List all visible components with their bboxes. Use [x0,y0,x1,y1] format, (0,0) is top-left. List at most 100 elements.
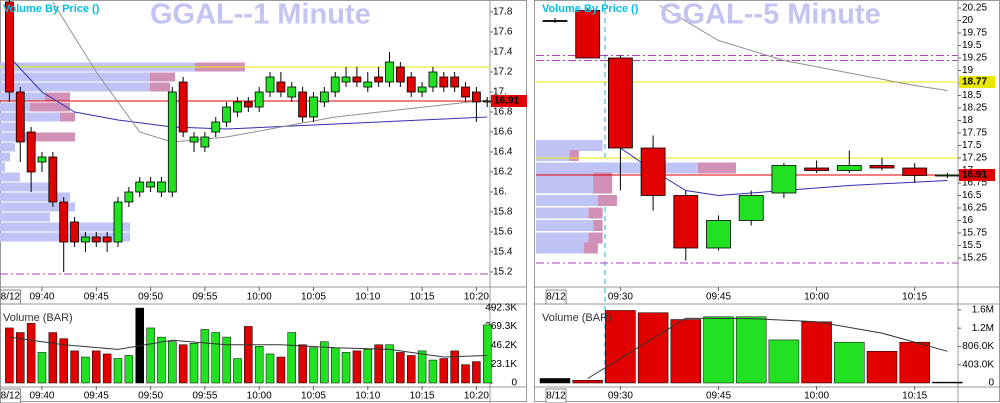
volume-bar [450,350,459,384]
candle-body [167,91,177,193]
volume-bar [26,323,36,384]
x-tick-label: 09:45 [706,391,731,402]
candle-body [869,165,895,169]
x-tick-label: 10:00 [804,292,829,303]
x-tick-label: 10:15 [410,292,435,303]
candle-body [439,76,449,88]
y-tick-label: 16.6 [493,127,513,138]
volume-by-price-buy [536,242,584,254]
candle-body [243,101,253,108]
date-box [0,388,21,403]
volume-by-price-buy [0,172,20,182]
indicator-line [659,5,948,91]
x-tick-label: 09:45 [706,292,731,303]
volume-bar [363,349,373,384]
x-tick-label: 09:50 [138,292,163,303]
y-tick-label: 17.25 [962,153,987,164]
candle-body [575,10,601,59]
candle-body [298,91,308,118]
volume-by-price-buy [536,182,594,194]
volume-bar [352,350,362,384]
volume-bar [16,332,25,384]
volume-title: Volume (BAR) [3,312,73,324]
candle-body [265,76,275,93]
volume-by-price-buy [536,162,698,174]
date-label: 8/12 [546,391,566,402]
volume-by-price-buy [0,122,25,132]
volume-bar [254,346,264,384]
x-tick-label: 10:00 [247,292,272,303]
volume-by-price-buy [0,162,5,172]
volume-bar [233,358,242,384]
y-tick-label: 16.75 [962,178,987,189]
candle-body [406,76,416,93]
volume-bar [178,344,188,384]
candle-body [200,136,210,148]
volume-bar [37,352,47,384]
chart-title: GGAL--5 Minute [660,0,881,31]
candle-body [276,81,286,93]
date-box [545,289,567,305]
y-tick-label: 16.5 [962,190,982,201]
volume-bar [81,356,90,384]
volume-bar [265,353,275,384]
volume-bar [670,319,702,384]
volume-bar [222,336,231,384]
volume-by-price-sell [45,92,70,102]
y-tick-label: 19 [962,65,974,76]
x-tick-label: 09:40 [29,391,54,402]
y-tick-label: 0 [988,378,994,389]
volume-by-price-sell [583,242,598,254]
x-tick-label: 10:15 [902,391,927,402]
volume-bar [102,353,112,384]
y-tick-label: 1.2M [972,323,994,334]
volume-bar [244,326,253,384]
candle-body [542,20,568,22]
y-tick-label: 16.4 [493,147,513,158]
candle-body [189,136,199,143]
candle-body [836,165,862,171]
candle-body [935,174,960,177]
volume-bar [932,381,963,384]
price-level-label: 18.77 [962,77,987,88]
indicator-line [587,317,948,379]
volume-by-price-buy [536,150,570,161]
price-level-box [959,76,995,88]
candle-body [146,181,155,188]
candle-body [352,76,362,83]
volume-bar [320,341,329,384]
y-tick-label: 17.6 [493,27,513,38]
candle-body [178,81,188,133]
y-tick-label: 403.0K [962,359,994,370]
date-box [545,388,567,403]
x-tick-label: 10:15 [410,391,435,402]
volume-bar [146,327,155,384]
volume-by-price-buy [536,172,594,184]
y-tick-label: 15.25 [962,253,987,264]
candle-body [309,96,318,118]
y-tick-label: 15.75 [962,228,987,239]
x-tick-label: 10:20 [464,292,489,303]
volume-by-price-sell [30,102,70,112]
candle-body [26,131,36,173]
volume-bar [287,332,297,384]
volume-by-price-buy [536,220,594,231]
volume-bar [200,329,210,384]
candle-body [363,81,373,88]
x-tick-label: 10:10 [355,292,380,303]
volume-bar [92,350,101,384]
volume-bar [637,312,669,384]
price-level-box [959,169,995,181]
volume-by-price-buy [0,192,70,202]
y-tick-label: 18 [962,115,974,126]
candle-body [450,76,460,88]
y-tick-label: 17.5 [962,140,982,151]
candle-body [113,201,123,243]
price-level-box [491,95,527,107]
volume-bar [428,359,438,384]
volume-bar [168,341,177,384]
x-tick-label: 10:05 [301,391,326,402]
candle-body [59,201,69,243]
volume-bar [834,341,865,384]
